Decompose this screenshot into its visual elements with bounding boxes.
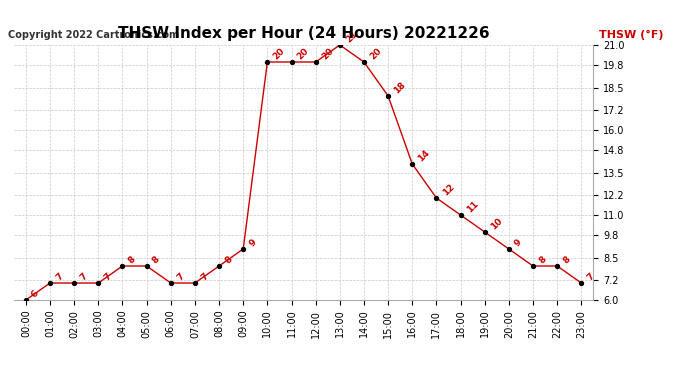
Point [479,229,490,235]
Point [575,280,586,286]
Point [189,280,200,286]
Point [406,161,417,167]
Point [237,246,248,252]
Point [286,59,297,65]
Point [527,263,538,269]
Text: Copyright 2022 Cartronics.com: Copyright 2022 Cartronics.com [8,30,179,40]
Text: 12: 12 [441,182,456,197]
Point [334,42,345,48]
Point [165,280,176,286]
Point [455,212,466,218]
Text: 14: 14 [417,148,432,163]
Point [310,59,321,65]
Text: 20: 20 [272,46,286,61]
Text: 9: 9 [248,237,258,248]
Text: 7: 7 [55,272,65,282]
Title: THSW Index per Hour (24 Hours) 20221226: THSW Index per Hour (24 Hours) 20221226 [118,26,489,41]
Point [504,246,515,252]
Point [69,280,79,286]
Text: THSW (°F): THSW (°F) [599,30,664,40]
Text: 7: 7 [79,272,89,282]
Text: 20: 20 [368,46,383,61]
Point [141,263,152,269]
Text: 20: 20 [296,46,310,61]
Text: 10: 10 [489,216,504,231]
Text: 7: 7 [175,272,186,282]
Text: 21: 21 [344,29,359,44]
Point [92,280,104,286]
Text: 8: 8 [127,255,137,265]
Text: 11: 11 [465,199,480,214]
Text: 8: 8 [224,255,234,265]
Point [431,195,442,201]
Point [552,263,563,269]
Text: 6: 6 [30,288,41,299]
Text: 8: 8 [538,255,548,265]
Text: 18: 18 [393,80,408,95]
Text: 7: 7 [199,272,210,282]
Point [117,263,128,269]
Text: 8: 8 [562,255,572,265]
Point [44,280,55,286]
Text: 7: 7 [586,272,596,282]
Point [21,297,32,303]
Text: 9: 9 [513,237,524,248]
Text: 20: 20 [320,46,335,61]
Point [359,59,370,65]
Point [262,59,273,65]
Point [214,263,225,269]
Point [382,93,393,99]
Text: 8: 8 [151,255,161,265]
Text: 7: 7 [103,272,113,282]
